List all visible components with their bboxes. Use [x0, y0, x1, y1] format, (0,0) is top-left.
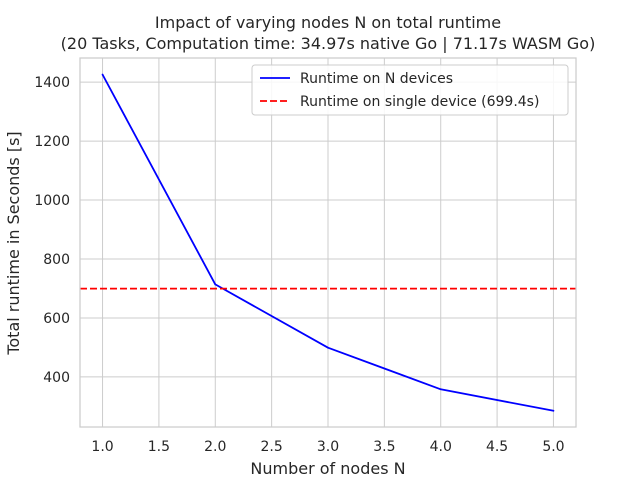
x-tick-label: 1.5 [148, 439, 170, 455]
legend-label-runtime-n-devices: Runtime on N devices [300, 71, 453, 87]
data-point [439, 388, 442, 391]
y-tick-label: 1200 [34, 134, 70, 150]
x-tick-label: 3.5 [373, 439, 395, 455]
y-tick-label: 1000 [34, 193, 70, 209]
chart-title: Impact of varying nodes N on total runti… [155, 13, 501, 32]
x-tick-label: 1.0 [91, 439, 113, 455]
x-tick-label: 2.5 [261, 439, 283, 455]
x-tick-label: 3.0 [317, 439, 339, 455]
legend-label-runtime-single-device: Runtime on single device (699.4s) [300, 94, 539, 110]
plot-frame [79, 57, 577, 428]
x-tick-label: 4.0 [430, 439, 452, 455]
y-tick-label: 800 [43, 252, 70, 268]
y-tick-label: 600 [43, 311, 70, 327]
data-point [552, 409, 555, 412]
tick-labels: 1.0 1.5 2.0 2.5 3.0 3.5 4.0 4.5 5.0 400 600 800 1000… [34, 75, 564, 455]
data-point [327, 346, 329, 349]
y-axis-label: Total runtime in Seconds [s] [4, 131, 23, 355]
legend-box [251, 64, 569, 116]
y-tick-label: 1400 [34, 75, 70, 91]
data-point [101, 73, 104, 76]
data-series [80, 73, 576, 412]
x-tick-label: 5.0 [542, 439, 564, 455]
x-axis-label: Number of nodes N [250, 459, 405, 478]
x-tick-label: 4.5 [486, 439, 508, 455]
data-point [214, 283, 217, 286]
legend: Runtime on N devices Runtime on single d… [251, 64, 569, 116]
y-tick-label: 400 [43, 370, 70, 386]
chart-subtitle: (20 Tasks, Computation time: 34.97s nati… [61, 34, 596, 53]
x-tick-label: 2.0 [204, 439, 226, 455]
